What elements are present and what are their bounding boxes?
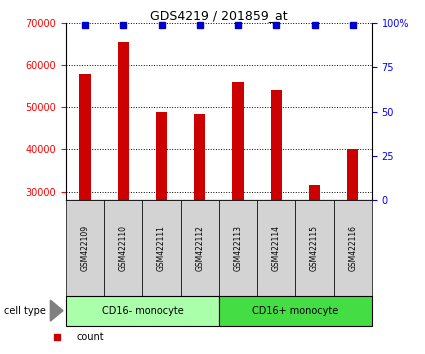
Text: cell type: cell type [4, 306, 46, 316]
Bar [117, 42, 129, 200]
Text: CD16- monocyte: CD16- monocyte [102, 306, 183, 316]
Text: GSM422115: GSM422115 [310, 225, 319, 271]
Bar [66, 296, 219, 326]
Bar [79, 74, 91, 200]
Bar [194, 114, 205, 200]
Text: GSM422111: GSM422111 [157, 225, 166, 271]
Bar [270, 90, 282, 200]
Bar [334, 200, 372, 296]
Bar [219, 296, 372, 326]
Bar [156, 112, 167, 200]
Polygon shape [50, 300, 63, 321]
Text: GSM422116: GSM422116 [348, 225, 357, 271]
Text: GSM422113: GSM422113 [233, 225, 243, 271]
Bar [219, 200, 257, 296]
Title: GDS4219 / 201859_at: GDS4219 / 201859_at [150, 9, 288, 22]
Bar [104, 200, 142, 296]
Text: GSM422112: GSM422112 [195, 225, 204, 271]
Bar [181, 200, 219, 296]
Text: GSM422110: GSM422110 [119, 225, 128, 271]
Text: GSM422114: GSM422114 [272, 225, 281, 271]
Bar [295, 200, 334, 296]
Text: CD16+ monocyte: CD16+ monocyte [252, 306, 338, 316]
Text: GSM422109: GSM422109 [80, 225, 90, 271]
Bar [142, 200, 181, 296]
Bar [257, 200, 295, 296]
Bar [347, 149, 358, 200]
Bar [232, 82, 244, 200]
Text: count: count [76, 332, 104, 342]
Bar [309, 185, 320, 200]
Bar [66, 200, 104, 296]
